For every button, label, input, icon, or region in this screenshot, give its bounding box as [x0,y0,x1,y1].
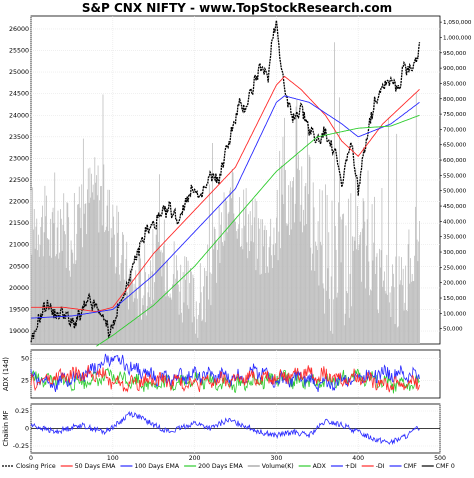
price-series-ema50 [31,75,420,313]
price-y2tick-3: 200,000 [443,281,467,287]
chart-title: S&P CNX NIFTY - www.TopStockResearch.com [82,1,392,15]
cmf-ytick-1: 0 [25,426,29,433]
adx-series-mdi [30,365,420,393]
price-ytick-14: 26000 [9,26,29,33]
legend-label-7: -DI [376,463,385,470]
price-y2tick-2: 150,000 [443,296,467,302]
price-ytick-6: 22000 [9,199,29,206]
price-ytick-5: 21500 [9,220,29,227]
price-ytick-9: 23500 [9,134,29,141]
price-y2tick-7: 400,000 [443,219,467,225]
price-y2tick-18: 950,000 [443,51,467,57]
price-ytick-8: 23000 [9,155,29,162]
price-y2tick-14: 750,000 [443,112,467,118]
price-y2tick-15: 800,000 [443,97,467,103]
price-ytick-10: 24000 [9,112,29,119]
price-series-ema200 [96,114,420,347]
price-ytick-12: 25000 [9,69,29,76]
adx-ytick-0: 50 [21,356,29,363]
price-y2tick-16: 850,000 [443,81,467,87]
price-y2tick-4: 250,000 [443,265,467,271]
legend-label-3: 200 Days EMA [198,463,243,470]
legend-label-2: 100 Days EMA [134,463,179,470]
price-y2tick-5: 300,000 [443,250,467,256]
price-ytick-3: 20500 [9,263,29,270]
legend: Closing Price 50 Days EMA 100 Days EMA 200 … [2,463,455,470]
cmf-xtick-5: 500 [434,455,446,462]
price-ytick-7: 22500 [9,177,29,184]
price-ytick-13: 25500 [9,48,29,55]
cmf-xtick-1: 100 [107,455,119,462]
price-series-close [30,20,421,343]
price-y2tick-12: 650,000 [443,143,467,149]
cmf-xtick-0: 0 [29,455,33,462]
price-ytick-0: 19000 [9,328,29,335]
cmf-xtick-2: 200 [189,455,201,462]
cmf-series [30,410,420,446]
price-series-ema100 [31,95,420,319]
volume-bars [30,42,420,344]
price-y2tick-6: 350,000 [443,235,467,241]
price-ytick-4: 21000 [9,242,29,249]
legend-label-8: CMF [404,463,418,470]
cmf-ytick-2: -0.25 [13,443,29,450]
price-y2tick-17: 900,000 [443,66,467,72]
price-y2tick-9: 500,000 [443,189,467,195]
price-y2tick-13: 700,000 [443,127,467,133]
price-y2tick-1: 100,000 [443,311,467,317]
price-ytick-1: 19500 [9,306,29,313]
price-y2tick-19: 1,000,000 [443,35,472,41]
legend-label-0: Closing Price [16,463,56,470]
legend-label-9: CMF 0 [436,463,455,470]
legend-label-1: 50 Days EMA [75,463,116,470]
price-y2tick-0: 50,000 [443,327,463,333]
cmf-xtick-3: 300 [270,455,282,462]
legend-label-5: ADX [313,463,327,470]
legend-label-6: +DI [345,463,357,470]
price-y2tick-20: 1,050,000 [443,20,472,26]
legend-label-4: Volume(K) [262,463,294,470]
price-y2tick-8: 450,000 [443,204,467,210]
adx-ylabel: ADX (14d) [2,357,10,391]
price-y2tick-11: 600,000 [443,158,467,164]
price-ytick-11: 24500 [9,91,29,98]
cmf-ylabel: Chaikin MF [2,410,10,446]
cmf-ytick-0: 0.25 [15,408,29,415]
price-y2tick-10: 550,000 [443,173,467,179]
adx-ytick-1: 25 [21,378,29,385]
cmf-xtick-4: 400 [352,455,364,462]
price-ytick-2: 20000 [9,285,29,292]
